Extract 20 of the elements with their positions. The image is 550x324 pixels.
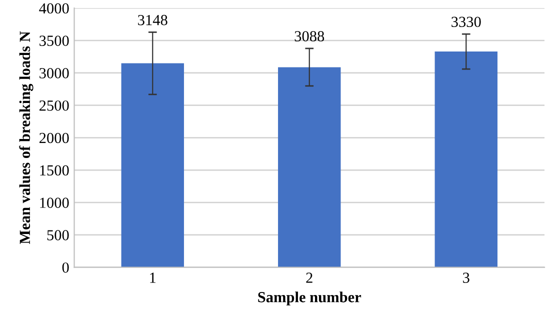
y-tick-label: 500 xyxy=(47,230,69,240)
data-label: 3148 xyxy=(138,14,168,26)
x-tick-label: 2 xyxy=(306,272,312,283)
y-tick-label: 3500 xyxy=(40,36,69,46)
bar xyxy=(121,63,184,268)
y-tick-label: 2000 xyxy=(40,132,69,144)
y-axis-title: Mean values of breaking loads N xyxy=(19,31,34,244)
y-tick-label: 4000 xyxy=(39,3,69,14)
y-tick-label: 1500 xyxy=(40,165,69,176)
data-label: 3330 xyxy=(452,16,481,28)
y-tick-label: 0 xyxy=(62,262,69,273)
x-tick-label: 1 xyxy=(150,272,156,283)
y-tick-label: 2500 xyxy=(40,100,69,111)
data-label: 3088 xyxy=(294,31,324,42)
y-tick-label: 1000 xyxy=(40,198,69,208)
bar xyxy=(278,67,341,268)
x-axis-title: Sample number xyxy=(258,292,362,306)
x-tick-label: 3 xyxy=(463,272,470,283)
y-tick-label: 3000 xyxy=(40,68,69,78)
bar xyxy=(434,52,498,268)
